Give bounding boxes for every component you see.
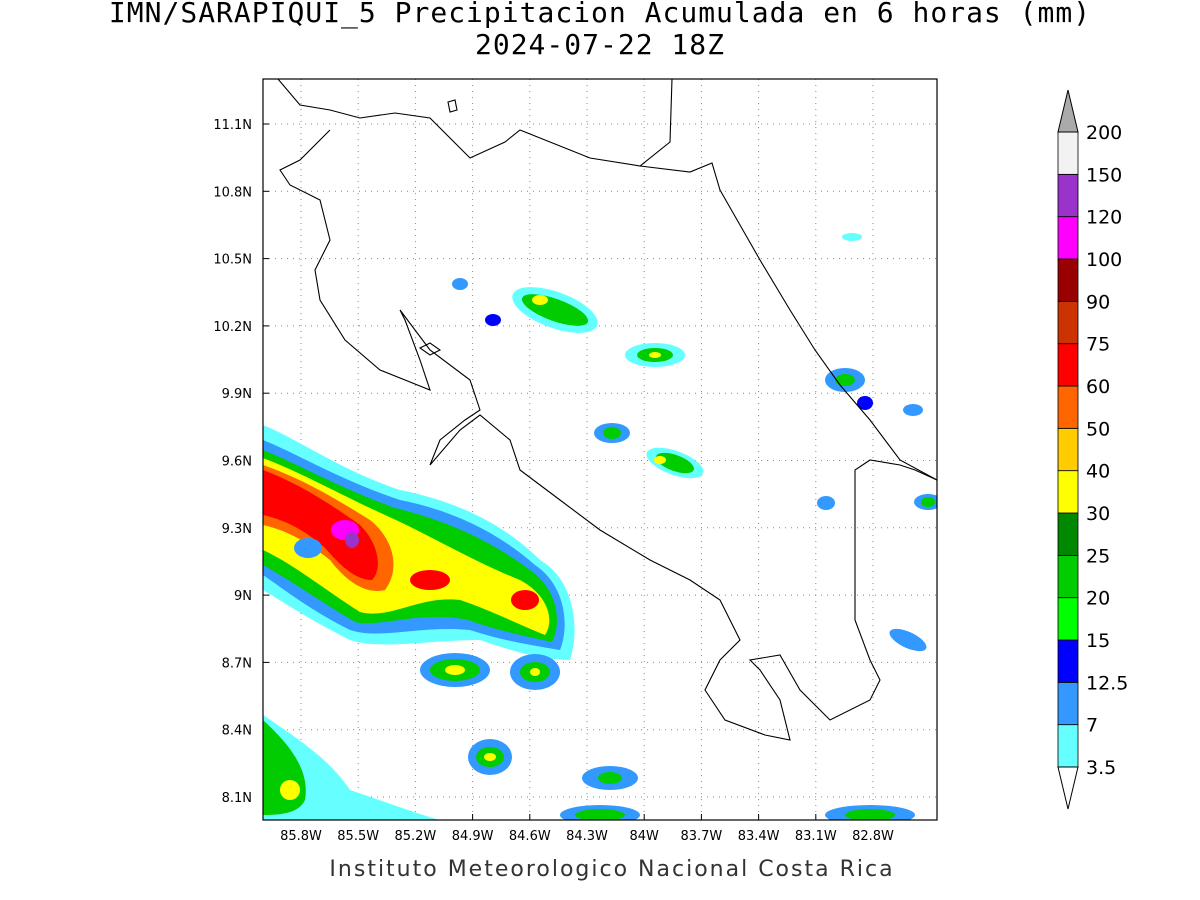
y-tick-label: 9.3N [222, 522, 252, 537]
plot-frame [262, 78, 938, 821]
colorbar-label: 40 [1086, 461, 1110, 483]
x-tick-label: 84W [629, 829, 659, 844]
y-tick-label: 10.8N [213, 185, 252, 200]
colorbar-segment [1057, 597, 1079, 641]
x-tick-label: 85.8W [280, 829, 322, 844]
colorbar-segment [1057, 470, 1079, 514]
colorbar: 3.5 7 12.5 15 20 25 30 40 50 60 75 90 100 120 150 200 [1057, 89, 1128, 810]
colorbar-label: 150 [1086, 164, 1122, 186]
colorbar-label: 20 [1086, 588, 1110, 610]
y-tick-label: 8.4N [222, 724, 252, 739]
x-tick-label: 84.3W [566, 829, 608, 844]
colorbar-label: 7 [1086, 715, 1098, 737]
y-tick-label: 10.2N [213, 320, 252, 335]
colorbar-segment [1057, 300, 1079, 345]
colorbar-segment [1057, 724, 1079, 768]
x-tick-label: 82.8W [852, 829, 894, 844]
colorbar-label: 12.5 [1086, 672, 1128, 694]
colorbar-label: 75 [1086, 334, 1110, 356]
y-tick-label: 9.9N [222, 387, 252, 402]
x-tick-label: 83.1W [795, 829, 837, 844]
y-tick-label: 10.5N [213, 253, 252, 268]
colorbar-segment [1057, 131, 1079, 175]
colorbar-label: 120 [1086, 207, 1122, 229]
title: IMN/SARAPIQUI_5 Precipitacion Acumulada … [109, 0, 1091, 30]
colorbar-label: 100 [1086, 249, 1122, 271]
y-tick-label: 11.1N [213, 118, 252, 133]
colorbar-segment [1057, 681, 1079, 726]
colorbar-label: 15 [1086, 630, 1110, 652]
colorbar-segment [1057, 427, 1079, 472]
colorbar-label: 90 [1086, 291, 1110, 313]
y-tick-label: 9N [234, 589, 252, 604]
colorbar-segment [1057, 512, 1079, 556]
coastline [277, 79, 937, 741]
x-tick-label: 85.2W [394, 829, 436, 844]
colorbar-label: 30 [1086, 503, 1110, 525]
y-tick-label: 8.1N [222, 791, 252, 806]
precip-field [263, 233, 937, 820]
x-tick-label: 84.6W [509, 829, 551, 844]
colorbar-segment [1057, 216, 1079, 260]
rain-cluster [263, 425, 575, 660]
colorbar-segment [1057, 343, 1079, 387]
colorbar-segment [1057, 554, 1079, 599]
colorbar-segment [1057, 385, 1079, 429]
grid [263, 79, 937, 820]
colorbar-segment [1057, 258, 1079, 302]
x-tick-label: 85.5W [337, 829, 379, 844]
rain-cluster [420, 653, 560, 690]
colorbar-under [1057, 766, 1079, 810]
colorbar-label: 50 [1086, 418, 1110, 440]
rain-cluster [452, 233, 937, 652]
colorbar-segment [1057, 639, 1079, 683]
colorbar-label: 25 [1086, 545, 1110, 567]
colorbar-over [1057, 89, 1079, 133]
y-tick-label: 8.7N [222, 656, 252, 671]
x-tick-label: 84.9W [452, 829, 494, 844]
colorbar-segment [1057, 173, 1079, 218]
x-tick-label: 83.7W [680, 829, 722, 844]
y-tick-label: 9.6N [222, 455, 252, 470]
colorbar-label: 3.5 [1086, 757, 1116, 779]
subtitle: 2024-07-22 18Z [475, 28, 725, 61]
colorbar-label: 60 [1086, 376, 1110, 398]
colorbar-label: 200 [1086, 122, 1122, 144]
rain-cluster [263, 715, 915, 820]
footer: Instituto Meteorologico Nacional Costa R… [329, 857, 894, 882]
x-tick-label: 83.4W [738, 829, 780, 844]
